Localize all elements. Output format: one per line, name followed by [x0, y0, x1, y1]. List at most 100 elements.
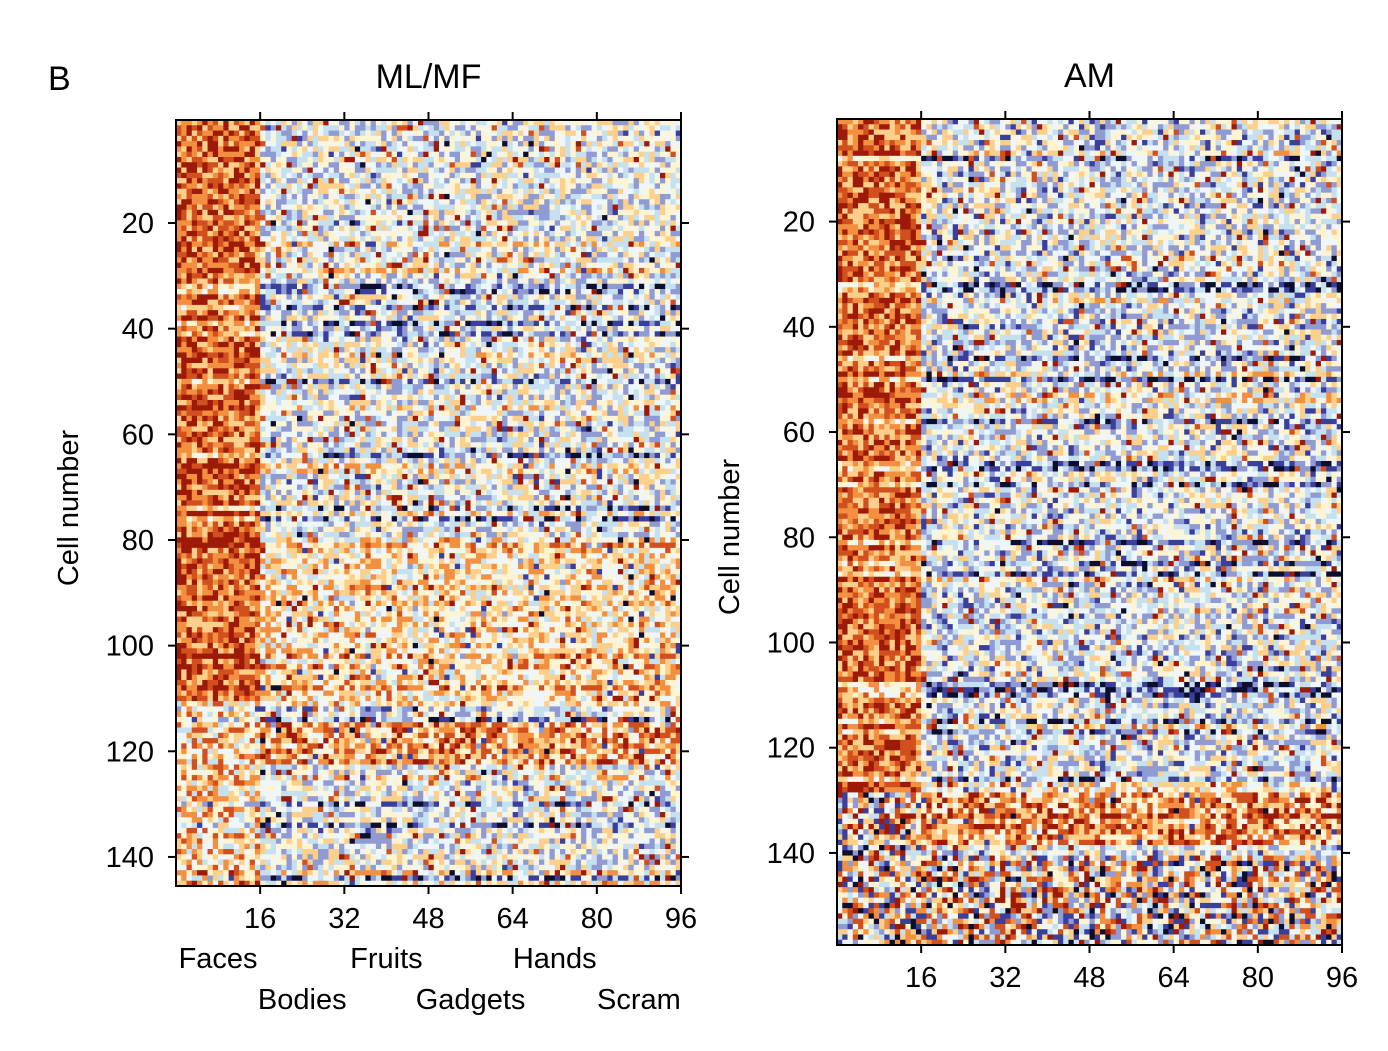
heatmap-cell	[655, 173, 661, 179]
heatmap-cell	[628, 131, 634, 137]
heatmap-cell	[476, 183, 482, 189]
heatmap-cell	[376, 136, 382, 142]
heatmap-cell	[434, 168, 440, 174]
heatmap-cell	[581, 146, 587, 152]
heatmap-cell	[644, 168, 650, 174]
heatmap-cell	[502, 131, 508, 137]
heatmap-cell	[218, 173, 224, 179]
heatmap-cell	[386, 157, 392, 163]
heatmap-cell	[597, 131, 603, 137]
heatmap-cell	[187, 131, 193, 137]
heatmap-cell	[444, 178, 450, 184]
heatmap-cell	[265, 168, 271, 174]
heatmap-cell	[197, 125, 203, 131]
heatmap-cell	[434, 125, 440, 131]
heatmap-cell	[208, 157, 214, 163]
heatmap-cell	[655, 136, 661, 142]
heatmap-cell	[323, 125, 329, 131]
heatmap-cell	[276, 183, 282, 189]
heatmap-cell	[534, 183, 540, 189]
heatmap-cell	[634, 173, 640, 179]
heatmap-cell	[429, 183, 435, 189]
heatmap-cell	[250, 152, 256, 158]
heatmap-cell	[292, 173, 298, 179]
heatmap-cell	[539, 131, 545, 137]
heatmap-cell	[397, 173, 403, 179]
heatmap-cell	[192, 162, 198, 168]
heatmap-cell	[565, 173, 571, 179]
heatmap-cell	[365, 173, 371, 179]
heatmap-cell	[523, 141, 529, 147]
heatmap-cell	[376, 189, 382, 195]
heatmap-cell	[592, 173, 598, 179]
heatmap-cell	[492, 168, 498, 174]
heatmap-cell	[465, 189, 471, 195]
heatmap-cell	[187, 136, 193, 142]
heatmap-cell	[297, 146, 303, 152]
heatmap-cell	[302, 146, 308, 152]
heatmap-cell	[602, 168, 608, 174]
heatmap-cell	[344, 168, 350, 174]
heatmap-cell	[513, 125, 519, 131]
heatmap-cell	[576, 152, 582, 158]
heatmap-cell	[255, 157, 261, 163]
heatmap-cell	[665, 162, 671, 168]
heatmap-cell	[318, 152, 324, 158]
heatmap-cell	[381, 146, 387, 152]
heatmap-cell	[571, 141, 577, 147]
heatmap-cell	[660, 125, 666, 131]
heatmap-cell	[192, 146, 198, 152]
heatmap-cell	[213, 162, 219, 168]
heatmap-cell	[544, 152, 550, 158]
heatmap-cell	[407, 168, 413, 174]
heatmap-cell	[350, 178, 356, 184]
heatmap-cell	[628, 152, 634, 158]
heatmap-cell	[523, 162, 529, 168]
heatmap-cell	[565, 141, 571, 147]
heatmap-cell	[402, 136, 408, 142]
heatmap-cell	[544, 141, 550, 147]
heatmap-cell	[481, 178, 487, 184]
heatmap-cell	[639, 136, 645, 142]
heatmap-cell	[534, 136, 540, 142]
heatmap-cell	[407, 157, 413, 163]
heatmap-cell	[376, 173, 382, 179]
heatmap-cell	[344, 189, 350, 195]
heatmap-cell	[197, 178, 203, 184]
heatmap-cell	[502, 136, 508, 142]
heatmap-cell	[208, 125, 214, 131]
heatmap-cell	[670, 157, 676, 163]
heatmap-cell	[244, 173, 250, 179]
heatmap-cell	[329, 189, 335, 195]
heatmap-cell	[581, 178, 587, 184]
heatmap-cell	[455, 189, 461, 195]
heatmap-cell	[223, 146, 229, 152]
heatmap-cell	[213, 146, 219, 152]
heatmap-cell	[528, 131, 534, 137]
heatmap-cell	[360, 178, 366, 184]
heatmap-cell	[265, 162, 271, 168]
heatmap-cell	[670, 125, 676, 131]
heatmap-cell	[339, 141, 345, 147]
heatmap-cell	[634, 157, 640, 163]
heatmap-cell	[549, 189, 555, 195]
heatmap-cell	[450, 141, 456, 147]
heatmap-cell	[607, 183, 613, 189]
heatmap-cell	[286, 183, 292, 189]
heatmap-cell	[597, 162, 603, 168]
heatmap-cell	[192, 168, 198, 174]
heatmap-cell	[250, 178, 256, 184]
heatmap-cell	[339, 173, 345, 179]
heatmap-cell	[597, 178, 603, 184]
heatmap-cell	[518, 152, 524, 158]
heatmap-cell	[565, 136, 571, 142]
heatmap-cell	[565, 178, 571, 184]
heatmap-cell	[539, 141, 545, 147]
heatmap-cell	[339, 125, 345, 131]
heatmap-cell	[592, 178, 598, 184]
heatmap-cell	[244, 183, 250, 189]
heatmap-cell	[407, 152, 413, 158]
heatmap-cell	[313, 183, 319, 189]
heatmap-cell	[618, 152, 624, 158]
heatmap-cell	[218, 141, 224, 147]
